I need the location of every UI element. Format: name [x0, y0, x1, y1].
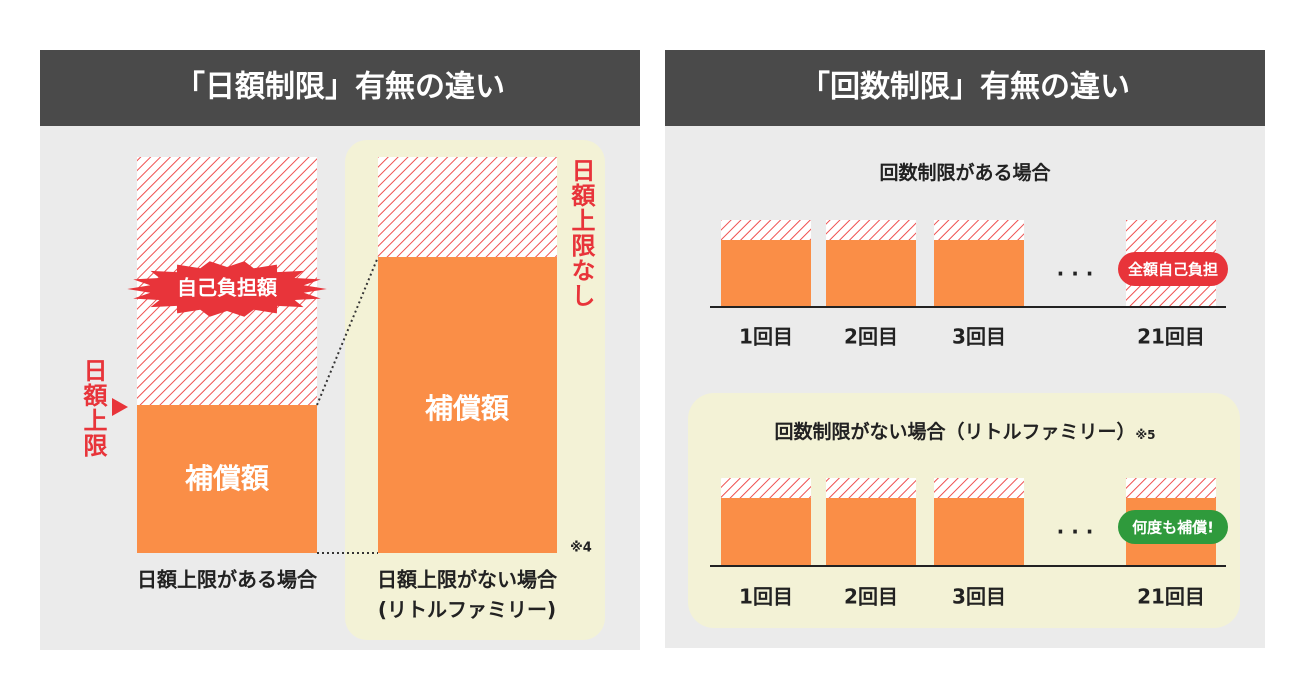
connector [316, 256, 379, 406]
arrow [112, 398, 128, 416]
panel-title: 「日額制限」有無の違い [175, 70, 505, 105]
caption: 日額上限がある場合 [137, 568, 318, 592]
covered-bar [721, 240, 811, 307]
right-panel: 「回数制限」有無の違い 回数制限がある場合 1回目 2回目 3回目 21回目 . . . 全… [665, 50, 1265, 648]
covered-bar [721, 498, 811, 566]
header [665, 50, 1265, 126]
left-panel: 「日額制限」有無の違い 自己負担額 補償額 日額上限 日額上限がある場合 補償額… [40, 50, 640, 650]
round-label: 1回目 [739, 325, 793, 349]
covered-bar [934, 498, 1024, 566]
badge-label: 何度も補償! [1132, 519, 1214, 537]
heading-text: 回数制限がある場合 [879, 161, 1051, 184]
round-label: 21回目 [1137, 325, 1205, 349]
heading-text: 回数制限がない場合（リトルファミリー） [774, 420, 1135, 443]
badge-label: 全額自己負担 [1128, 261, 1218, 279]
caption: 日額上限がない場合 [377, 568, 558, 592]
badge [1118, 252, 1228, 286]
note: ※4 [570, 541, 592, 556]
panel-title: 「回数制限」有無の違い [800, 70, 1130, 105]
bar-label: 補償額 [185, 462, 270, 495]
covered-bar [378, 257, 557, 553]
note: ※5 [1136, 428, 1156, 442]
covered-bar [137, 405, 317, 553]
round-label: 3回目 [952, 325, 1006, 349]
ellipsis: . . . [1057, 515, 1094, 539]
bar-label: 補償額 [425, 392, 510, 425]
section-heading: 回数制限がある場合 [879, 161, 1051, 184]
burst [127, 261, 327, 317]
round-label: 3回目 [952, 585, 1006, 609]
header [40, 50, 640, 126]
badge [1118, 510, 1228, 544]
ellipsis: . . . [1057, 257, 1094, 281]
covered-bar [934, 240, 1024, 307]
round-label: 2回目 [844, 585, 898, 609]
self-pay-area [378, 157, 557, 257]
subcaption: (リトルファミリー) [378, 598, 556, 622]
round-label: 2回目 [844, 325, 898, 349]
limit-label: 日額上限 [79, 358, 108, 458]
round-label: 21回目 [1137, 585, 1205, 609]
section-heading: 回数制限がない場合（リトルファミリー）※5 [774, 420, 1155, 443]
burst-label: 自己負担額 [177, 276, 278, 300]
covered-bar [826, 240, 916, 307]
no-limit-label: 日額上限なし [567, 158, 596, 308]
round-label: 1回目 [739, 585, 793, 609]
covered-bar [826, 498, 916, 566]
